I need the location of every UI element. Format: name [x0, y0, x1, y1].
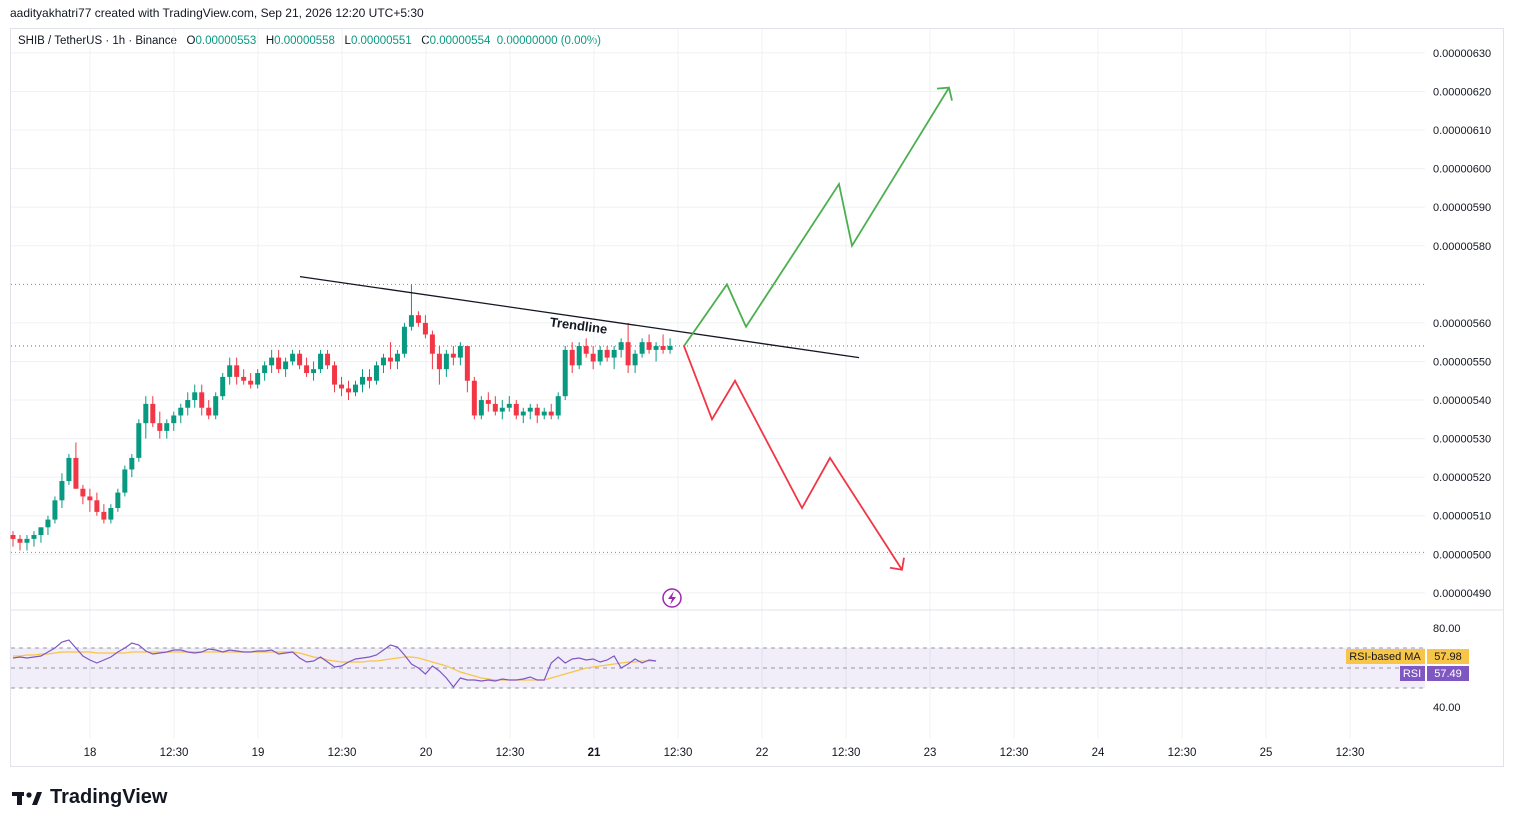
tradingview-logo-icon — [12, 791, 42, 805]
close-label: C — [421, 35, 430, 47]
change-value: 0.00000000 (0.00%) — [496, 35, 601, 47]
chart-frame — [10, 28, 1504, 767]
tradingview-logo[interactable]: TradingView — [12, 786, 167, 809]
low-label: L — [344, 35, 351, 47]
symbol-name: SHIB / TetherUS · 1h · Binance — [18, 35, 177, 47]
tradingview-logo-text: TradingView — [50, 786, 168, 808]
open-value: 0.00000553 — [195, 35, 257, 47]
close-value: 0.00000554 — [429, 35, 491, 47]
open-label: O — [186, 35, 196, 47]
low-value: 0.00000551 — [350, 35, 412, 47]
high-value: 0.00000558 — [274, 35, 335, 47]
chart-credit: aadityakhatri77 created with TradingView… — [10, 6, 424, 20]
high-label: H — [265, 35, 275, 47]
symbol-legend[interactable]: SHIB / TetherUS · 1h · Binance O0.000005… — [18, 35, 601, 47]
